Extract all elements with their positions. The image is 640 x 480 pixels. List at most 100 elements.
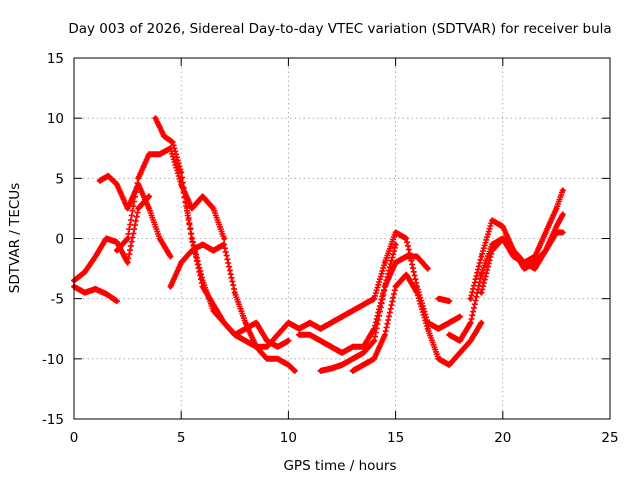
x-axis-label: GPS time / hours — [283, 458, 396, 474]
data-point — [243, 320, 248, 325]
y-tick-label: 5 — [55, 171, 64, 187]
data-point — [436, 296, 441, 301]
data-point — [500, 224, 505, 229]
data-point — [211, 206, 216, 211]
data-point — [414, 254, 420, 259]
data-point — [221, 236, 227, 241]
data-point — [329, 344, 334, 349]
y-tick-label: -5 — [51, 292, 64, 308]
series-track-2 — [71, 193, 152, 284]
axis-ticks: 0 5 10 15 20 25 -15 -10 -5 0 5 10 15 — [42, 51, 619, 446]
data-point — [286, 320, 291, 325]
data-point — [254, 344, 259, 349]
data-point — [479, 290, 484, 295]
data-point — [179, 170, 184, 175]
data-point — [479, 272, 484, 277]
data-point — [329, 320, 334, 325]
series-track-1 — [71, 283, 120, 305]
data-point — [114, 248, 120, 253]
data-point — [161, 134, 167, 139]
series-track-7 — [178, 175, 345, 350]
data-point — [489, 218, 495, 223]
data-point — [318, 338, 323, 343]
data-point — [532, 254, 538, 259]
y-tick-label: 10 — [47, 111, 64, 127]
data-point — [93, 254, 98, 259]
data-point — [136, 206, 141, 211]
data-point — [436, 326, 441, 331]
data-point — [543, 248, 548, 253]
data-point — [286, 362, 291, 368]
data-point — [200, 242, 205, 247]
data-point — [146, 152, 152, 157]
data-point — [275, 332, 280, 337]
data-point — [339, 362, 345, 368]
data-point — [361, 302, 366, 307]
data-point — [522, 266, 527, 271]
data-point — [361, 362, 366, 368]
data-point — [296, 332, 302, 337]
data-point — [436, 356, 441, 362]
data-point — [136, 176, 141, 181]
data-point — [200, 194, 205, 199]
data-point — [168, 146, 173, 151]
y-axis-label: SDTVAR / TECUs — [7, 183, 23, 293]
data-point — [211, 248, 216, 253]
data-point — [560, 188, 566, 193]
data-point — [554, 206, 559, 211]
data-point — [447, 320, 452, 325]
data-point — [447, 332, 452, 337]
data-point — [264, 356, 270, 362]
data-point — [350, 308, 355, 313]
data-series — [71, 115, 566, 374]
data-point — [221, 320, 227, 325]
data-point — [292, 368, 298, 374]
data-point — [393, 260, 398, 265]
data-point — [500, 236, 505, 241]
data-point — [189, 206, 195, 211]
series-track-11 — [349, 271, 485, 374]
series-track-14 — [467, 211, 566, 302]
data-point — [489, 248, 495, 253]
data-point — [114, 182, 120, 187]
data-point — [414, 290, 420, 295]
data-point — [329, 366, 334, 371]
data-point — [296, 326, 302, 331]
data-point — [93, 286, 98, 292]
data-point — [489, 242, 495, 247]
data-point — [382, 332, 388, 337]
data-point — [179, 260, 184, 265]
x-tick-label: 20 — [494, 430, 511, 446]
data-point — [286, 338, 291, 343]
data-point — [468, 296, 473, 301]
data-point — [361, 350, 366, 356]
series-track-6 — [167, 241, 298, 374]
data-markers — [71, 283, 120, 305]
data-point — [125, 206, 130, 211]
x-tick-label: 10 — [280, 430, 297, 446]
data-point — [425, 266, 430, 271]
data-point — [350, 368, 355, 374]
y-tick-label: 15 — [47, 51, 64, 67]
data-point — [350, 356, 355, 362]
data-point — [146, 206, 152, 211]
data-point — [179, 176, 184, 181]
data-point — [275, 344, 280, 349]
data-point — [170, 140, 175, 145]
x-tick-label: 15 — [387, 430, 404, 446]
data-point — [232, 332, 237, 337]
data-point — [318, 326, 323, 331]
chart-title: Day 003 of 2026, Sidereal Day-to-day VTE… — [68, 21, 611, 37]
data-point — [468, 320, 473, 325]
data-point — [168, 284, 173, 289]
data-point — [511, 254, 516, 259]
data-point — [560, 212, 566, 217]
data-point — [339, 314, 345, 319]
data-markers — [167, 241, 298, 374]
data-point — [114, 298, 120, 304]
y-tick-label: -10 — [42, 352, 64, 368]
data-point — [232, 290, 237, 295]
data-point — [103, 236, 109, 241]
data-point — [243, 338, 248, 343]
